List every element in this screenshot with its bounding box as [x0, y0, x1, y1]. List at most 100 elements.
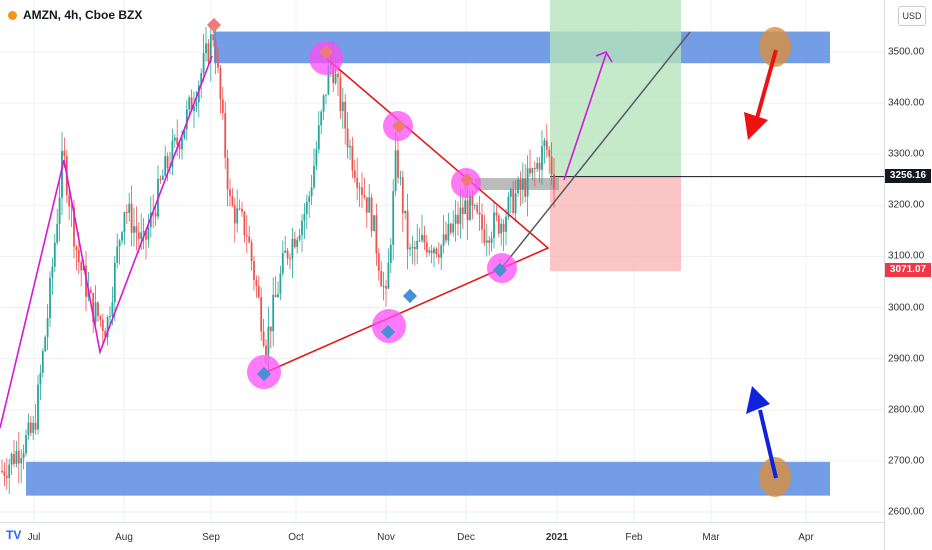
candle-body[interactable]	[500, 223, 503, 234]
candle-body[interactable]	[435, 248, 438, 255]
candle-body[interactable]	[541, 146, 543, 170]
candle-body[interactable]	[301, 220, 303, 236]
candle-body[interactable]	[519, 179, 522, 190]
candle-body[interactable]	[193, 106, 195, 111]
support-zone[interactable]	[26, 461, 830, 496]
candle-body[interactable]	[49, 277, 51, 318]
candle-body[interactable]	[512, 189, 515, 214]
candle-body[interactable]	[68, 195, 71, 207]
candle-body[interactable]	[411, 247, 414, 249]
candle-body[interactable]	[341, 101, 344, 112]
candle-body[interactable]	[130, 203, 133, 233]
candle-body[interactable]	[106, 317, 109, 338]
candle-body[interactable]	[375, 215, 378, 254]
candle-body[interactable]	[10, 454, 13, 465]
candle-body[interactable]	[514, 193, 517, 214]
candle-body[interactable]	[75, 246, 78, 251]
candle-body[interactable]	[128, 203, 131, 214]
candle-body[interactable]	[502, 223, 505, 232]
candle-body[interactable]	[111, 302, 114, 316]
candle-body[interactable]	[401, 177, 404, 214]
candle-body[interactable]	[248, 236, 251, 243]
candle-body[interactable]	[380, 271, 383, 287]
candle-body[interactable]	[358, 187, 361, 189]
candle-body[interactable]	[339, 77, 342, 112]
candle-body[interactable]	[526, 168, 529, 197]
candle-body[interactable]	[15, 450, 18, 464]
candle-body[interactable]	[205, 43, 207, 54]
candle-body[interactable]	[553, 173, 555, 189]
candle-body[interactable]	[490, 237, 493, 243]
candle-body[interactable]	[353, 170, 356, 178]
buy-signal-marker[interactable]	[256, 366, 272, 382]
candle-body[interactable]	[104, 330, 107, 338]
candle-body[interactable]	[137, 232, 140, 239]
candle-body[interactable]	[221, 99, 224, 114]
candle-body[interactable]	[25, 435, 27, 454]
candle-body[interactable]	[183, 129, 186, 139]
candle-body[interactable]	[250, 242, 253, 262]
candle-body[interactable]	[485, 240, 488, 243]
candle-body[interactable]	[481, 214, 483, 230]
candle-body[interactable]	[305, 201, 308, 214]
candle-body[interactable]	[334, 73, 337, 84]
candle-body[interactable]	[77, 250, 80, 263]
candle-body[interactable]	[524, 179, 527, 197]
tradingview-logo[interactable]: TV	[6, 528, 22, 542]
candle-body[interactable]	[452, 223, 455, 233]
candle-body[interactable]	[392, 191, 395, 245]
candle-body[interactable]	[476, 205, 479, 213]
sell-signal-marker[interactable]	[391, 118, 407, 134]
candle-body[interactable]	[17, 450, 20, 464]
candle-body[interactable]	[200, 73, 203, 86]
candle-body[interactable]	[34, 422, 37, 430]
candle-body[interactable]	[505, 216, 507, 232]
candle-body[interactable]	[303, 213, 306, 221]
candle-body[interactable]	[260, 297, 263, 332]
candle-body[interactable]	[361, 187, 363, 195]
candle-body[interactable]	[466, 200, 469, 221]
price-chart[interactable]	[0, 0, 884, 550]
candle-body[interactable]	[245, 235, 248, 237]
candle-body[interactable]	[277, 294, 279, 297]
candle-body[interactable]	[274, 294, 277, 297]
candle-body[interactable]	[97, 302, 99, 317]
candle-body[interactable]	[473, 205, 476, 207]
candle-body[interactable]	[327, 65, 330, 95]
candle-body[interactable]	[32, 422, 35, 433]
candle-body[interactable]	[99, 316, 102, 320]
candle-body[interactable]	[190, 97, 193, 111]
candle-body[interactable]	[214, 40, 217, 62]
candle-body[interactable]	[262, 331, 265, 346]
candle-body[interactable]	[113, 262, 116, 303]
candle-body[interactable]	[469, 196, 471, 221]
resistance-zone[interactable]	[214, 31, 830, 64]
candle-body[interactable]	[317, 125, 320, 150]
sell-signal-marker[interactable]	[459, 172, 475, 188]
stop-loss-zone[interactable]	[550, 176, 681, 272]
target-arrow-line[interactable]	[563, 53, 607, 181]
candle-body[interactable]	[3, 471, 6, 476]
candle-body[interactable]	[70, 206, 73, 208]
candle-body[interactable]	[313, 165, 315, 188]
candle-body[interactable]	[428, 250, 431, 253]
candle-body[interactable]	[373, 215, 375, 232]
candle-body[interactable]	[176, 137, 179, 145]
candle-body[interactable]	[437, 254, 440, 258]
candle-body[interactable]	[543, 140, 546, 147]
candle-body[interactable]	[445, 234, 447, 241]
candle-body[interactable]	[80, 262, 83, 271]
candle-body[interactable]	[145, 231, 147, 240]
candle-body[interactable]	[135, 226, 138, 233]
candle-body[interactable]	[121, 232, 123, 241]
candle-body[interactable]	[226, 157, 229, 190]
candle-body[interactable]	[140, 232, 143, 239]
candle-body[interactable]	[430, 250, 433, 254]
candle-body[interactable]	[447, 223, 450, 241]
candle-body[interactable]	[387, 262, 390, 289]
candle-body[interactable]	[63, 150, 66, 157]
candle-body[interactable]	[195, 102, 198, 107]
candle-body[interactable]	[236, 208, 239, 224]
candle-body[interactable]	[185, 109, 188, 130]
candle-body[interactable]	[197, 85, 200, 103]
